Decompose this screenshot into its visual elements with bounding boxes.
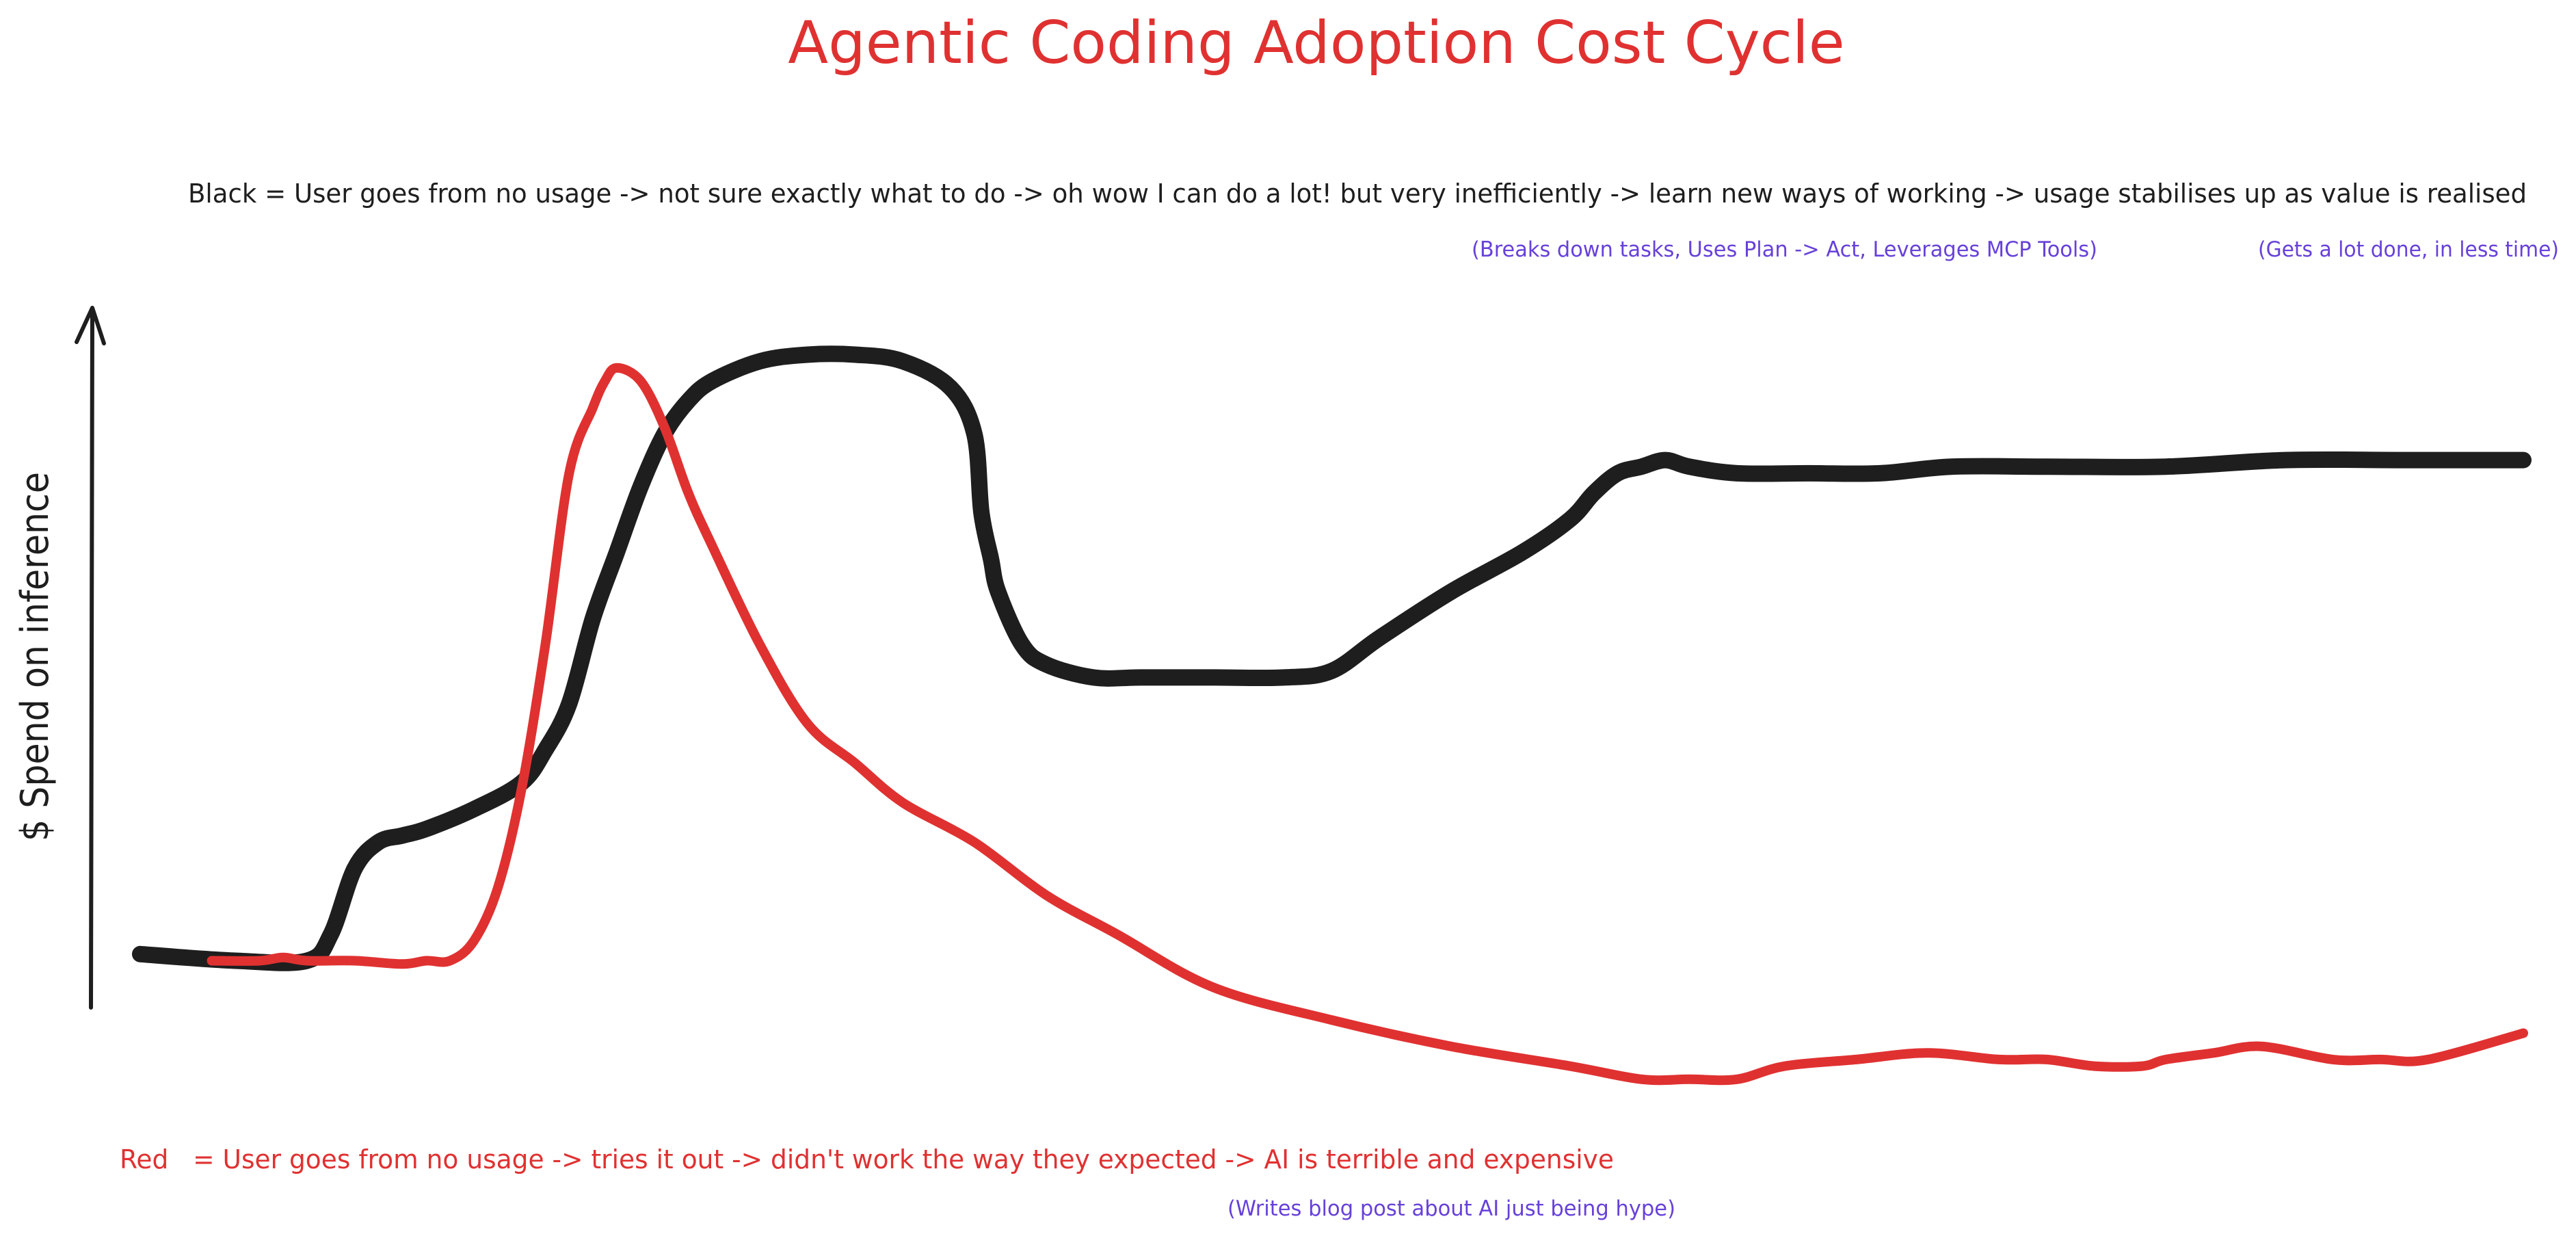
y-axis-label: $ Spend on inference xyxy=(13,472,57,841)
red-series-line xyxy=(207,363,2528,1086)
annotation-breaks-down-tasks: (Breaks down tasks, Uses Plan -> Act, Le… xyxy=(1472,237,2097,262)
y-axis xyxy=(75,306,106,1010)
y-axis-line xyxy=(89,311,94,1010)
red-series-description: Red = User goes from no usage -> tries i… xyxy=(120,1144,1614,1174)
y-axis-arrowhead xyxy=(75,306,106,345)
chart-title: Agentic Coding Adoption Cost Cycle xyxy=(788,9,1844,77)
annotation-writes-blog-post: (Writes blog post about AI just being hy… xyxy=(1227,1196,1675,1221)
black-series-description: Black = User goes from no usage -> not s… xyxy=(188,179,2527,209)
annotation-gets-a-lot-done: (Gets a lot done, in less time) xyxy=(2258,237,2559,262)
series-layer xyxy=(132,345,2532,1086)
